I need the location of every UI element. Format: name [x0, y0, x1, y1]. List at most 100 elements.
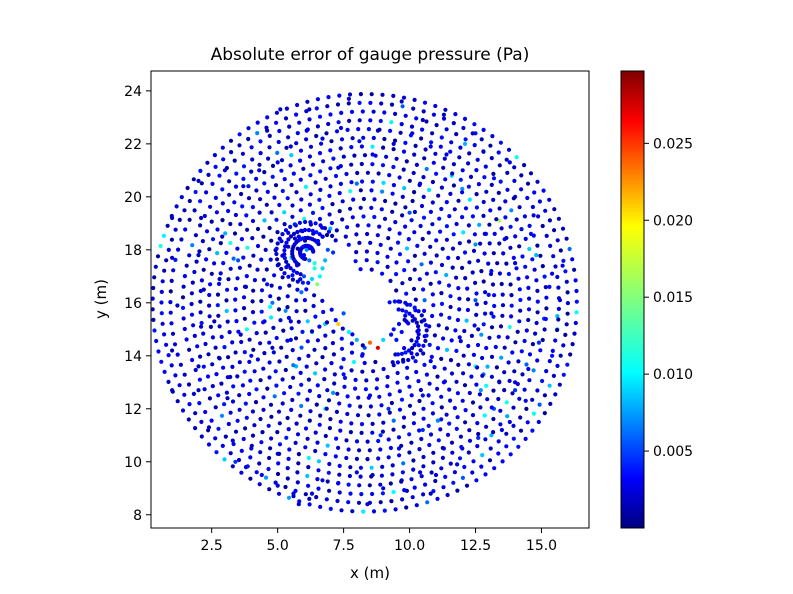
scatter-point: [513, 234, 518, 239]
scatter-point: [205, 374, 211, 379]
scatter-point: [196, 388, 201, 393]
scatter-point: [420, 236, 425, 242]
scatter-point: [222, 457, 227, 462]
scatter-point: [286, 263, 291, 268]
scatter-point: [395, 240, 401, 245]
scatter-point: [251, 253, 256, 258]
scatter-point: [547, 383, 552, 388]
scatter-point: [233, 429, 239, 434]
scatter-point: [561, 258, 566, 263]
scatter-point: [470, 214, 475, 219]
scatter-point: [337, 472, 342, 477]
scatter-point: [308, 220, 313, 225]
scatter-point: [233, 308, 238, 313]
scatter-point: [337, 209, 342, 214]
scatter-point: [301, 274, 307, 279]
scatter-point: [500, 313, 505, 318]
scatter-point: [377, 224, 382, 229]
scatter-point: [291, 494, 296, 499]
scatter-point: [505, 335, 510, 340]
scatter-point: [236, 457, 242, 463]
scatter-point: [481, 279, 486, 284]
scatter-point: [255, 120, 260, 125]
scatter-point: [189, 291, 194, 296]
scatter-point: [522, 387, 527, 392]
scatter-point: [285, 415, 290, 421]
scatter-point: [170, 255, 175, 260]
scatter-point: [199, 278, 204, 283]
scatter-point: [379, 403, 384, 408]
scatter-point: [491, 197, 496, 202]
scatter-point: [241, 184, 246, 189]
scatter-point: [151, 317, 156, 322]
scatter-point: [476, 258, 481, 263]
scatter-point: [432, 365, 437, 370]
scatter-point: [430, 179, 435, 185]
scatter-point: [428, 209, 433, 214]
x-tick-label: 10.0: [394, 538, 425, 554]
scatter-point: [523, 264, 528, 269]
scatter-point: [344, 438, 349, 443]
scatter-point: [471, 248, 477, 253]
scatter-point: [400, 194, 405, 199]
scatter-point: [548, 401, 553, 406]
scatter-point: [394, 156, 399, 161]
scatter-point: [274, 120, 279, 125]
scatter-point: [471, 459, 476, 464]
plot-area: [151, 71, 589, 528]
scatter-point: [446, 255, 451, 260]
scatter-point: [537, 402, 542, 407]
y-tick-label: 20: [124, 190, 142, 206]
scatter-point: [501, 251, 506, 256]
scatter-point: [452, 405, 457, 411]
scatter-point: [410, 198, 415, 204]
scatter-point: [228, 451, 233, 456]
scatter-point: [380, 271, 385, 276]
scatter-point: [305, 339, 310, 344]
scatter-point: [324, 232, 330, 238]
scatter-point: [435, 386, 440, 391]
scatter-point: [387, 392, 392, 397]
scatter-point: [334, 228, 339, 233]
scatter-point: [318, 187, 323, 192]
scatter-point: [186, 382, 192, 387]
scatter-point: [190, 280, 195, 285]
scatter-point: [361, 196, 366, 202]
scatter-point: [435, 496, 440, 501]
scatter-point: [250, 310, 256, 315]
scatter-point: [519, 173, 524, 178]
scatter-point: [298, 272, 303, 277]
scatter-point: [462, 464, 467, 470]
scatter-point: [337, 401, 342, 406]
scatter-point: [399, 329, 404, 335]
scatter-point: [439, 417, 444, 422]
scatter-point: [285, 466, 290, 471]
scatter-point: [242, 284, 248, 289]
scatter-point: [388, 128, 393, 133]
scatter-point: [553, 264, 558, 269]
scatter-point: [540, 337, 545, 343]
scatter-point: [179, 195, 184, 200]
scatter-point: [496, 190, 501, 195]
scatter-point: [176, 247, 181, 252]
scatter-point: [233, 212, 238, 218]
scatter-point: [504, 444, 509, 449]
scatter-point: [543, 316, 548, 322]
scatter-point: [429, 470, 434, 475]
scatter-point: [460, 215, 465, 220]
scatter-point: [198, 223, 203, 228]
scatter-point: [430, 411, 435, 416]
scatter-point: [346, 242, 351, 247]
scatter-point: [433, 472, 439, 478]
scatter-point: [487, 335, 492, 340]
scatter-point: [168, 300, 173, 305]
scatter-point: [317, 114, 323, 119]
scatter-point: [391, 489, 396, 495]
scatter-point: [442, 366, 447, 371]
scatter-point: [555, 314, 560, 319]
scatter-point: [520, 254, 525, 259]
scatter-point: [381, 486, 386, 491]
scatter-point: [389, 499, 394, 504]
scatter-point: [489, 354, 495, 359]
scatter-point: [404, 291, 409, 296]
